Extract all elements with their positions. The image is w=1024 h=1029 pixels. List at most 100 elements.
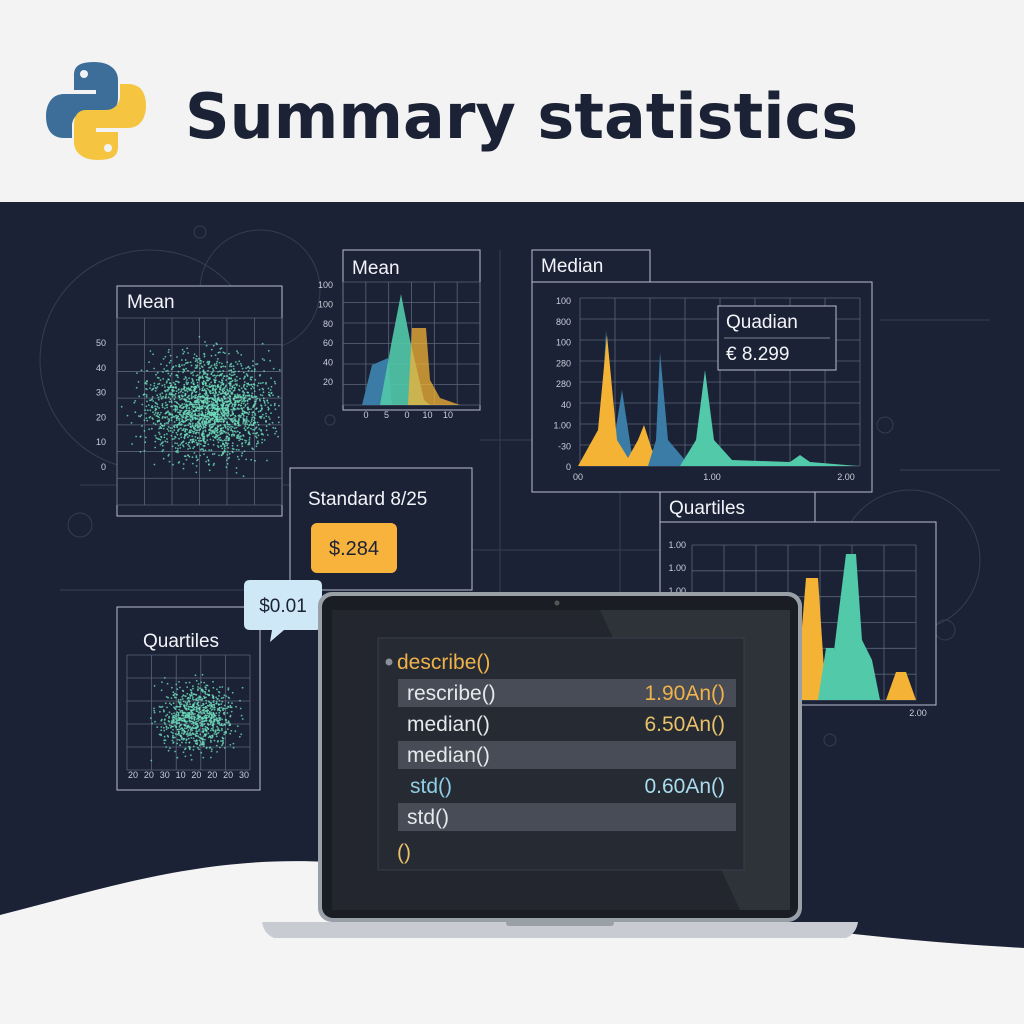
scatter-dot	[214, 385, 217, 388]
scatter-dot	[242, 386, 245, 388]
scatter-dot	[230, 369, 233, 372]
scatter-dot	[187, 424, 190, 427]
scatter-dot	[220, 722, 223, 725]
scatter-dot	[207, 716, 210, 718]
scatter-dot	[158, 416, 161, 419]
scatter-dot	[179, 701, 182, 704]
scatter-dot	[174, 733, 177, 735]
scatter-dot	[204, 429, 207, 432]
scatter-dot	[176, 738, 179, 741]
scatter-dot	[201, 394, 204, 397]
scatter-dot	[224, 411, 227, 414]
scatter-dot	[169, 413, 172, 416]
scatter-dot	[270, 385, 273, 388]
scatter-dot	[185, 415, 188, 417]
scatter-dot	[224, 407, 227, 409]
scatter-dot	[170, 416, 173, 419]
scatter-dot	[201, 413, 204, 415]
scatter-dot	[215, 362, 218, 365]
scatter-dot	[177, 370, 180, 373]
scatter-dot	[227, 442, 229, 445]
scatter-dot	[195, 734, 198, 737]
scatter-dot	[226, 414, 228, 417]
scatter-dot	[247, 443, 250, 446]
scatter-dot	[137, 415, 140, 417]
scatter-dot	[251, 424, 254, 427]
scatter-dot	[267, 349, 270, 352]
scatter-dot	[162, 358, 165, 360]
scatter-dot	[198, 719, 201, 721]
scatter-dot	[234, 401, 236, 404]
scatter-dot	[200, 698, 202, 701]
scatter-dot	[154, 407, 157, 410]
scatter-dot	[201, 691, 204, 693]
x-tick-label: 10	[443, 410, 453, 420]
scatter-dot	[186, 400, 189, 403]
scatter-dot	[197, 413, 200, 415]
scatter-dot	[177, 700, 180, 703]
scatter-dot	[230, 429, 233, 432]
scatter-dot	[172, 734, 174, 737]
scatter-dot	[220, 740, 222, 742]
y-tick-label: 80	[323, 319, 333, 329]
scatter-dot	[202, 437, 204, 440]
x-tick-label: 0	[404, 410, 409, 420]
scatter-dot	[172, 729, 174, 731]
scatter-dot	[206, 684, 209, 687]
scatter-dot	[205, 746, 208, 749]
scatter-dot	[205, 415, 207, 418]
scatter-dot	[255, 436, 258, 439]
scatter-dot	[206, 387, 209, 390]
scatter-dot	[183, 350, 186, 353]
scatter-dot	[214, 388, 217, 391]
scatter-dot	[208, 385, 211, 387]
scatter-dot	[252, 432, 255, 435]
scatter-dot	[254, 412, 256, 415]
y-tick-label: 1.00	[553, 421, 571, 431]
scatter-dot	[209, 418, 212, 421]
scatter-dot	[239, 399, 242, 402]
scatter-dot	[179, 734, 182, 736]
scatter-dot	[192, 720, 194, 723]
scatter-dot	[180, 738, 183, 740]
scatter-dot	[165, 696, 168, 698]
scatter-dot	[203, 423, 206, 425]
scatter-dot	[167, 351, 170, 353]
scatter-dot	[210, 449, 213, 452]
scatter-dot	[202, 723, 205, 726]
panel-title: Quartiles	[143, 631, 219, 652]
scatter-dot	[218, 399, 221, 401]
scatter-dot	[265, 412, 267, 415]
scatter-dot	[220, 417, 223, 420]
panel-title: Mean	[127, 292, 175, 313]
scatter-dot	[224, 404, 227, 407]
scatter-dot	[195, 465, 198, 467]
scatter-dot	[251, 385, 254, 388]
scatter-dot	[191, 712, 193, 715]
scatter-dot	[225, 439, 227, 442]
scatter-dot	[175, 419, 178, 421]
scatter-dot	[203, 733, 206, 736]
scatter-dot	[175, 715, 178, 718]
scatter-dot	[191, 456, 194, 459]
scatter-dot	[208, 710, 211, 713]
scatter-dot	[213, 419, 216, 421]
x-tick-label: 20	[128, 770, 138, 780]
scatter-dot	[237, 434, 240, 436]
scatter-dot	[186, 715, 189, 718]
scatter-dot	[273, 404, 276, 407]
scatter-dot	[234, 378, 237, 381]
scatter-dot	[184, 701, 187, 703]
scatter-dot	[243, 427, 246, 430]
scatter-dot	[175, 401, 178, 404]
scatter-dot	[195, 456, 198, 459]
scatter-dot	[189, 754, 192, 757]
scatter-dot	[238, 385, 241, 387]
scatter-dot	[184, 716, 186, 719]
scatter-dot	[218, 699, 221, 702]
scatter-dot	[188, 409, 191, 412]
scatter-dot	[165, 422, 168, 424]
scatter-dot	[162, 378, 165, 380]
scatter-dot	[230, 434, 233, 436]
